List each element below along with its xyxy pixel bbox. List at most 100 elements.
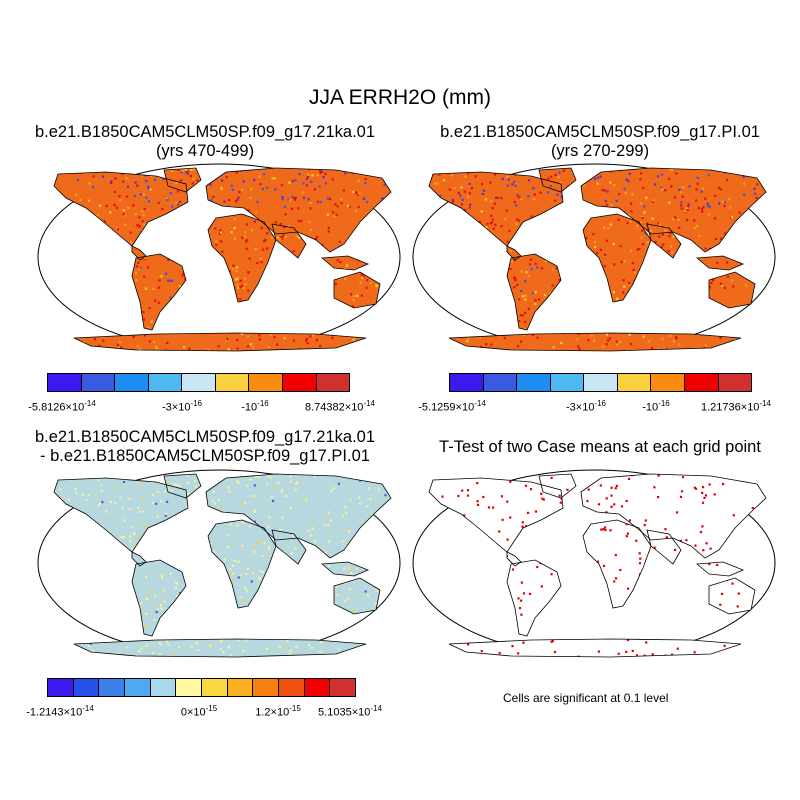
colorbar-swatch [115,374,149,391]
colorbar-swatch [182,374,216,391]
panel3-cbar-label-mid2: 1.2×10-15 [255,704,301,719]
coastline-indonesia [695,561,745,577]
coastline-greenland [163,167,202,193]
colorbar-swatch [584,374,618,391]
coastline-europe-asia [205,167,392,253]
land-australia [334,578,380,614]
panel1-map [37,163,401,352]
coastline-europe-asia [580,473,767,559]
land-greenland [164,168,201,192]
panel1-cbar-label-mid2: -10-16 [241,399,269,414]
colorbar-swatch [316,374,350,391]
land-south-america [132,560,186,636]
colorbar-swatch [227,679,254,696]
land-antarctica [449,639,741,657]
coastline-antarctica [73,332,367,352]
colorbar-swatch [651,374,685,391]
colorbar-swatch [125,679,151,696]
panel2-title: b.e21.B1850CAM5CLM50SP.f09_g17.PI.01 (yrs… [440,123,760,160]
coastline-south-america [506,559,562,637]
colorbar-swatch [150,679,177,696]
panel2-map [412,163,776,352]
panel3-cbar-label-max: 5.1035×10-14 [318,704,382,719]
coastline-antarctica [448,332,742,352]
land-south-america [507,560,561,636]
coastline-arabia-india [646,223,682,259]
coastline-africa [582,519,652,609]
coastline-arabia-india [646,529,682,565]
colorbar-swatch [176,679,203,696]
panel2-cbar-label-min: -5.1259×10-14 [418,399,486,414]
coastline-central-america [131,551,147,567]
colorbar-swatch [81,374,116,391]
land-north-america [54,478,188,552]
coastline-europe-asia [580,167,767,253]
colorbar-swatch [483,374,518,391]
coastline-indonesia [320,255,370,271]
land-central-america [507,246,521,260]
coastline-greenland [538,167,577,193]
coastline-australia [333,271,381,309]
coastline-arabia-india [271,223,307,259]
panel4-map [412,469,776,658]
coastline-south-america [131,559,187,637]
colorbar-swatch [99,679,126,696]
panel2-cbar-label-mid1: -3×10-16 [565,399,607,414]
coastline-africa [207,519,277,609]
panel3-colorbar [47,678,356,697]
coastline-africa [582,213,652,303]
land-africa [583,520,651,608]
land-antarctica [74,333,366,351]
colorbar-swatch [450,374,484,391]
figure-title: JJA ERRH2O (mm) [308,86,491,109]
coastline-arabia-india [271,529,307,565]
colorbar-swatch [330,679,356,696]
panel1-title: b.e21.B1850CAM5CLM50SP.f09_g17.21ka.01 (y… [34,123,376,160]
colorbar-swatch [279,679,305,696]
land-europe-asia [581,474,766,558]
colorbar-swatch [718,374,752,391]
colorbar-swatch [215,374,250,391]
colorbar-swatch [73,679,100,696]
coastline-antarctica [73,638,367,658]
coastline-africa [207,213,277,303]
land-north-america [429,172,563,246]
land-north-america [429,478,563,552]
panel3-cbar-label-min: -1.2143×10-14 [26,704,94,719]
coastline-europe-asia [205,473,392,559]
coastline-australia [708,271,756,309]
land-africa [208,214,276,302]
colorbar-swatch [253,679,280,696]
land-greenland [164,474,201,498]
panel2-colorbar [449,373,752,392]
coastline-central-america [506,551,522,567]
land-central-america [507,552,521,566]
panel1-cbar-label-min: -5.8126×10-14 [28,399,96,414]
land-australia [334,272,380,308]
coastline-indonesia [695,255,745,271]
panel3-title: b.e21.B1850CAM5CLM50SP.f09_g17.21ka.01- … [34,428,376,465]
colorbar-swatch [304,679,331,696]
land-arabia-india [272,530,306,564]
panel3-cbar-label-mid1: 0×10-15 [180,704,218,719]
panel2-cbar-label-max: 1.21736×10-14 [701,399,771,414]
colorbar-swatch [249,374,283,391]
coastline-greenland [163,473,202,499]
significance-note: Cells are significant at 0.1 level [503,691,669,705]
colorbar-swatch [282,374,317,391]
coastline-central-america [506,245,522,261]
coastline-australia [708,577,756,615]
colorbar-swatch [48,374,82,391]
land-north-america [54,172,188,246]
coastline-antarctica [448,638,742,658]
land-central-america [132,246,146,260]
panel1-cbar-label-mid1: -3×10-16 [161,399,203,414]
panel4-title: T-Test of two Case means at each grid po… [439,438,761,456]
land-arabia-india [272,224,306,258]
coastline-central-america [131,245,147,261]
land-australia [709,272,755,308]
colorbar-swatch [202,679,228,696]
colorbar-swatch [148,374,183,391]
land-central-america [132,552,146,566]
land-arabia-india [647,224,681,258]
